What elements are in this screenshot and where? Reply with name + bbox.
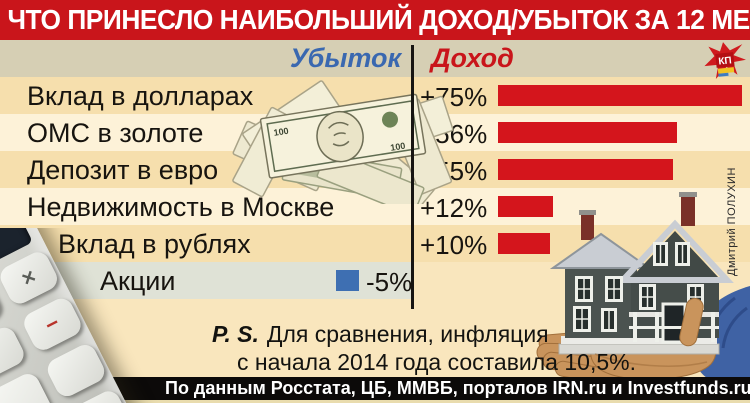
table-row: Вклад в долларах +75% <box>0 77 750 114</box>
bottom-edge-strip <box>0 400 750 403</box>
income-column-header: Доход <box>431 43 514 73</box>
house-model <box>549 192 734 355</box>
row-value: -5% <box>366 267 413 297</box>
artist-credit: Дмитрий ПОЛУХИН <box>726 167 738 277</box>
income-bar <box>498 122 677 143</box>
calc-key-minus: − <box>20 294 85 354</box>
calc-key <box>43 340 109 401</box>
row-label: Вклад в рублях <box>58 229 251 259</box>
svg-text:100: 100 <box>273 126 289 138</box>
svg-text:100: 100 <box>390 141 406 153</box>
ps-prefix: P. S. <box>212 321 259 347</box>
column-header-band: Убыток Доход <box>0 40 750 77</box>
row-label: Вклад в долларах <box>27 81 254 111</box>
source-bar: По данным Росстата, ЦБ, ММВБ, порталов I… <box>0 377 750 400</box>
svg-text:КП: КП <box>718 55 732 67</box>
income-bar <box>498 85 742 106</box>
calc-key-multiply: × <box>0 248 62 308</box>
hand-holding-house-photo <box>536 192 750 382</box>
income-bar <box>498 159 673 180</box>
calculator-photo: ÷ × − + = ≡ <box>0 228 238 403</box>
column-divider <box>411 45 414 309</box>
footnote-text: Для сравнения, инфляция <box>266 321 549 347</box>
kp-newspaper-logo-icon: КП <box>704 42 746 80</box>
title-bar: ЧТО ПРИНЕСЛО НАИБОЛЬШИЙ ДОХОД/УБЫТОК ЗА … <box>0 0 750 40</box>
footnote-line1: P. S. Для сравнения, инфляция <box>212 321 549 348</box>
income-bar <box>498 233 550 254</box>
row-label: Акции <box>100 266 176 296</box>
calculator-body: ÷ × − + = ≡ <box>0 228 156 403</box>
row-label: Недвижимость в Москве <box>27 192 335 222</box>
income-bar <box>498 196 553 217</box>
loss-column-header: Убыток <box>290 43 402 73</box>
row-value: +10% <box>420 230 488 260</box>
loss-bar <box>336 270 359 291</box>
row-label: ОМС в золоте <box>27 118 204 148</box>
dollar-bills-photo: 100 100 <box>232 80 454 204</box>
row-label: Депозит в евро <box>27 155 219 185</box>
row-value: +12% <box>420 193 488 223</box>
page-title: ЧТО ПРИНЕСЛО НАИБОЛЬШИЙ ДОХОД/УБЫТОК ЗА … <box>7 4 750 35</box>
source-text: По данным Росстата, ЦБ, ММВБ, порталов I… <box>165 378 750 398</box>
table-row: Вклад в рублях +10% <box>0 225 750 262</box>
footnote-line2: с начала 2014 года составила 10,5%. <box>237 349 636 375</box>
